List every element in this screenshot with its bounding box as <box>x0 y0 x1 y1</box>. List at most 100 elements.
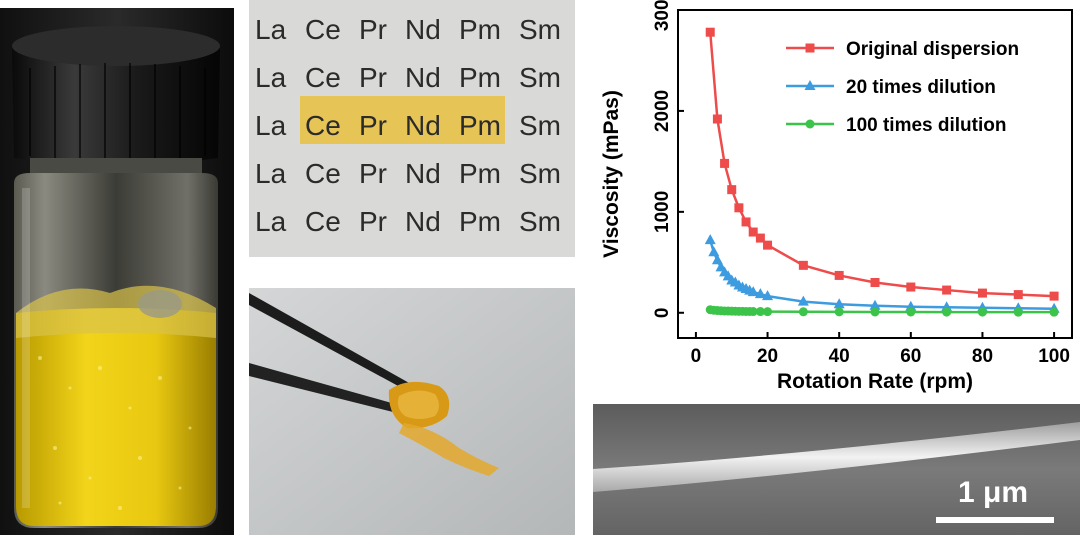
y-tick-label: 3000 <box>652 0 673 31</box>
element-symbol: La <box>255 206 287 237</box>
viscosity-chart: 0 20 40 60 80 100 0 1000 2000 3000 Rotation Rate (… <box>590 0 1080 400</box>
data-point <box>712 114 722 124</box>
y-tick-label: 1000 <box>652 191 673 233</box>
element-symbol: Pm <box>459 110 501 141</box>
plot-frame <box>677 9 1073 339</box>
data-point <box>870 307 880 317</box>
data-point <box>977 288 987 298</box>
data-point <box>711 254 723 265</box>
element-symbol: Pr <box>359 110 387 141</box>
film-photo <box>249 288 575 535</box>
x-tick-label: 60 <box>900 346 921 367</box>
data-point <box>704 234 716 245</box>
nanofiber <box>593 422 1080 492</box>
x-tick-label: 100 <box>1038 346 1070 367</box>
legend-label: 20 times dilution <box>846 77 996 98</box>
film-illustration <box>249 288 575 535</box>
vial-photo <box>0 8 234 535</box>
element-symbol: Nd <box>405 62 441 93</box>
data-point <box>763 240 773 250</box>
x-tick-label: 80 <box>972 346 993 367</box>
data-point <box>942 307 952 317</box>
highlighter-mark <box>300 96 505 144</box>
element-row: La Ce Pr Nd Pm Sm <box>249 198 575 246</box>
data-point <box>870 277 880 287</box>
element-row: La Ce Pr Nd Pm Sm <box>249 54 575 102</box>
element-symbol: La <box>255 62 287 93</box>
element-symbol: Ce <box>305 62 341 93</box>
data-point <box>1013 307 1023 317</box>
data-point <box>1013 290 1023 300</box>
x-tick-label: 0 <box>691 346 702 367</box>
data-point <box>797 295 809 306</box>
y-axis-label: Viscosity (mPas) <box>600 90 623 258</box>
data-point <box>798 260 808 270</box>
y-tick-label: 0 <box>652 307 673 318</box>
data-point <box>720 158 730 168</box>
element-symbol: Nd <box>405 110 441 141</box>
element-row: La Ce Pr Nd Pm Sm <box>249 102 575 150</box>
sem-image: 1 μm <box>593 404 1080 535</box>
sem-illustration <box>593 404 1080 535</box>
data-point <box>741 217 751 227</box>
data-point <box>834 270 844 280</box>
data-point <box>869 299 881 310</box>
element-symbol: Nd <box>405 158 441 189</box>
element-symbol: Pm <box>459 206 501 237</box>
x-tick-label: 40 <box>829 346 850 367</box>
data-point <box>762 290 774 301</box>
element-symbol: Sm <box>519 62 561 93</box>
element-row: La Ce Pr Nd Pm Sm <box>249 150 575 198</box>
data-point <box>977 307 987 317</box>
element-symbol: Nd <box>405 206 441 237</box>
data-point <box>763 307 773 317</box>
tweezer-tip-lower-icon <box>249 363 431 421</box>
element-symbol: Ce <box>305 110 341 141</box>
element-strip-photo: La Ce Pr Nd Pm Sm La Ce Pr Nd Pm Sm La Ce Pr Nd Pm Sm La Ce… <box>249 0 575 257</box>
data-point <box>727 185 737 195</box>
legend-label: Original dispersion <box>846 39 1019 60</box>
legend-marker <box>805 119 815 129</box>
element-symbol: Sm <box>519 206 561 237</box>
data-point <box>747 286 759 297</box>
element-symbol: Pr <box>359 14 387 45</box>
series-line <box>708 32 1055 298</box>
element-symbol: Sm <box>519 158 561 189</box>
data-point <box>748 227 758 237</box>
element-symbol: Ce <box>305 206 341 237</box>
x-tick-label: 20 <box>757 346 778 367</box>
element-symbol: La <box>255 158 287 189</box>
data-point <box>755 233 765 243</box>
element-symbol: Sm <box>519 14 561 45</box>
scale-bar <box>936 517 1054 523</box>
element-symbol: Pm <box>459 14 501 45</box>
data-point <box>942 285 952 295</box>
data-point <box>748 307 758 317</box>
element-symbol: La <box>255 14 287 45</box>
element-symbol: Pm <box>459 158 501 189</box>
vial-illustration <box>0 8 234 535</box>
data-point <box>1049 307 1059 317</box>
data-point <box>708 246 720 257</box>
scale-bar-label: 1 μm <box>957 476 1029 509</box>
legend-label: 100 times dilution <box>846 115 1006 136</box>
data-point <box>798 307 808 317</box>
series-line <box>709 239 1055 310</box>
legend-marker <box>805 43 815 53</box>
data-point <box>705 27 715 37</box>
data-point <box>755 307 765 317</box>
data-point <box>905 300 917 311</box>
element-symbol: La <box>255 110 287 141</box>
element-symbol: Nd <box>405 14 441 45</box>
data-point <box>754 288 766 299</box>
data-point <box>734 203 744 213</box>
element-row: La Ce Pr Nd Pm Sm <box>249 6 575 54</box>
element-symbol: Ce <box>305 158 341 189</box>
data-point <box>833 298 845 309</box>
data-point <box>1049 291 1059 301</box>
element-symbol: Sm <box>519 110 561 141</box>
film-strip <box>399 423 499 476</box>
element-symbol: Pm <box>459 62 501 93</box>
tweezer-tip-upper-icon <box>249 293 427 400</box>
